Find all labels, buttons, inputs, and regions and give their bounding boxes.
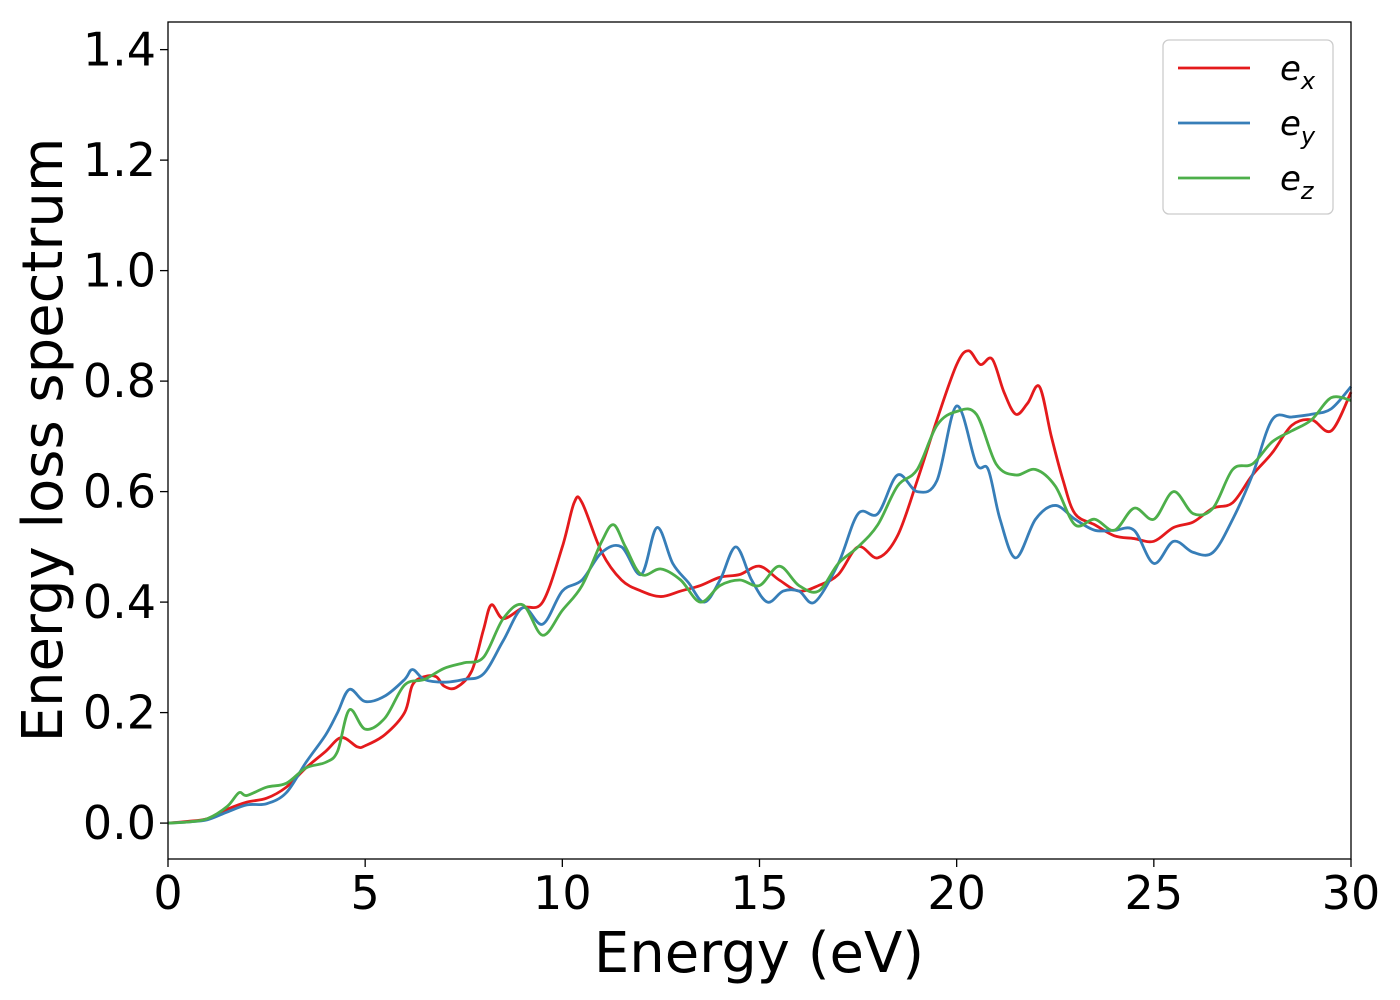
series-line-e_y <box>167 385 1353 825</box>
y-tick-label: 0.8 <box>83 354 156 408</box>
x-tick-label: 10 <box>533 866 592 920</box>
x-tick-label: 25 <box>1125 866 1184 920</box>
x-tick-label: 30 <box>1322 866 1381 920</box>
legend-box <box>1162 39 1334 215</box>
x-tick-label: 5 <box>351 866 380 920</box>
y-tick-label: 1.0 <box>83 244 156 298</box>
x-tick-label: 0 <box>153 866 182 920</box>
x-axis: 0 5 10 15 20 25 30 <box>153 859 1380 920</box>
y-tick-label: 1.2 <box>83 133 156 187</box>
x-tick-label: 15 <box>730 866 789 920</box>
y-tick-label: 0.0 <box>83 796 156 850</box>
y-tick-label: 0.6 <box>83 465 156 519</box>
y-tick-label: 0.4 <box>83 575 156 629</box>
series-line-e_z <box>167 395 1352 825</box>
y-tick-label: 0.2 <box>83 686 156 740</box>
x-tick-label: 20 <box>927 866 986 920</box>
series-line-e_x <box>167 349 1353 825</box>
y-axis: 0.0 0.2 0.4 0.6 0.8 1.0 1.2 1.4 <box>83 23 168 850</box>
x-axis-title: Energy (eV) <box>594 921 924 986</box>
y-tick-label: 1.4 <box>83 23 156 77</box>
series-layer <box>167 349 1353 825</box>
y-axis-title: Energy loss spectrum <box>11 138 76 743</box>
